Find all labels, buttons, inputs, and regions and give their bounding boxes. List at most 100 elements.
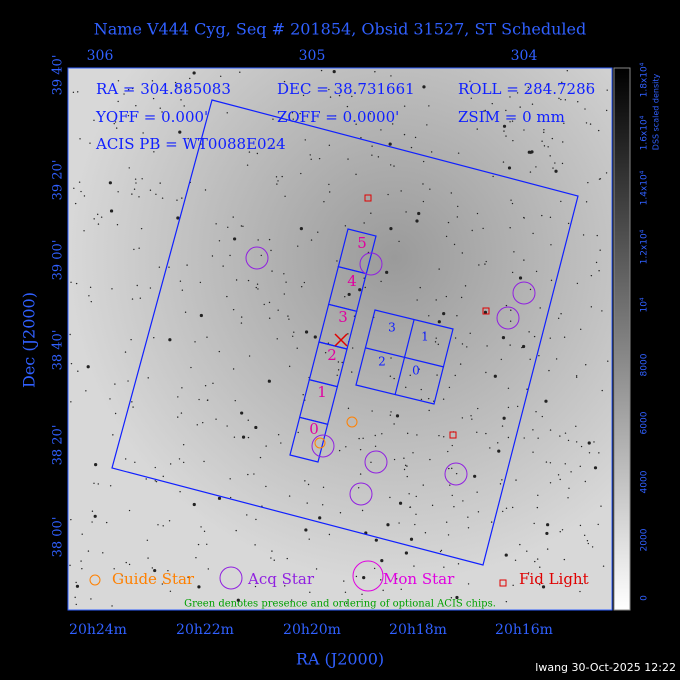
- star: [222, 265, 224, 267]
- star: [545, 531, 549, 536]
- star: [240, 225, 243, 227]
- fid-light: [449, 431, 457, 439]
- star: [523, 129, 525, 131]
- star: [499, 483, 502, 485]
- star: [140, 227, 143, 230]
- star: [563, 336, 566, 338]
- star: [227, 226, 229, 228]
- star: [486, 345, 488, 347]
- star: [108, 181, 112, 185]
- star: [135, 104, 137, 107]
- x-axis-label: RA (J2000): [296, 650, 384, 669]
- star: [300, 172, 302, 175]
- star: [184, 311, 187, 313]
- star: [105, 521, 108, 524]
- star: [168, 520, 171, 522]
- star: [256, 152, 259, 155]
- colorbar-tick-label: 4000: [640, 470, 650, 493]
- star: [422, 85, 426, 89]
- star: [195, 556, 197, 559]
- star: [560, 200, 562, 203]
- star: [344, 591, 347, 593]
- star: [527, 150, 531, 154]
- bottom-tick-label: 20h24m: [69, 622, 127, 638]
- star: [74, 596, 76, 599]
- star: [174, 81, 177, 84]
- star: [564, 432, 567, 434]
- star: [422, 183, 424, 185]
- star: [516, 405, 519, 408]
- star: [455, 595, 459, 600]
- star: [121, 575, 123, 577]
- star: [561, 162, 564, 165]
- acis-s-chip-label: 2: [327, 346, 337, 364]
- star: [567, 497, 569, 499]
- star: [453, 243, 456, 246]
- star: [597, 129, 600, 132]
- star: [531, 103, 534, 105]
- star: [182, 461, 185, 464]
- star: [381, 433, 383, 435]
- star: [109, 398, 111, 400]
- star: [136, 284, 138, 287]
- star: [541, 585, 546, 589]
- star: [390, 411, 392, 413]
- star: [215, 418, 217, 420]
- footer: lwang 30-Oct-2025 12:22: [535, 661, 676, 674]
- star: [179, 491, 181, 493]
- star: [358, 437, 360, 440]
- star: [503, 130, 505, 132]
- star: [138, 196, 140, 198]
- star: [601, 389, 603, 392]
- star: [548, 369, 550, 372]
- star: [385, 270, 389, 274]
- star: [469, 80, 471, 82]
- star: [507, 406, 510, 409]
- star: [427, 397, 430, 400]
- star: [509, 344, 511, 346]
- star: [546, 523, 550, 527]
- star: [390, 357, 392, 359]
- star: [438, 268, 440, 270]
- star: [127, 88, 130, 91]
- star: [339, 512, 342, 514]
- star: [415, 495, 417, 498]
- colorbar-tick-label: 0: [640, 595, 650, 601]
- star: [473, 474, 477, 478]
- star: [582, 234, 585, 236]
- star: [86, 365, 90, 369]
- star: [364, 286, 366, 289]
- star: [605, 172, 608, 174]
- star: [398, 522, 400, 524]
- star: [128, 167, 130, 169]
- acis-s-chip-label: 0: [309, 420, 319, 438]
- star: [246, 164, 249, 166]
- legend-label: Acq Star: [247, 570, 315, 588]
- star: [476, 491, 478, 493]
- star: [276, 338, 278, 340]
- star: [304, 139, 306, 141]
- star: [461, 252, 464, 254]
- acis-s-chip-label: 3: [338, 308, 348, 326]
- star: [70, 518, 72, 521]
- star: [219, 75, 222, 77]
- star: [80, 560, 82, 562]
- star: [549, 429, 552, 431]
- star: [75, 584, 80, 588]
- star: [240, 411, 244, 415]
- star: [501, 336, 506, 340]
- colorbar-tick-label: 1.2x10⁴: [640, 229, 650, 264]
- star: [398, 240, 400, 243]
- star: [587, 82, 589, 85]
- star: [537, 437, 539, 439]
- star: [400, 190, 402, 192]
- star: [299, 227, 303, 231]
- star: [202, 421, 204, 424]
- star: [583, 90, 585, 92]
- star: [116, 223, 119, 226]
- star: [437, 320, 441, 324]
- star: [200, 526, 202, 528]
- star: [256, 283, 259, 285]
- star: [406, 465, 408, 467]
- star: [589, 123, 592, 125]
